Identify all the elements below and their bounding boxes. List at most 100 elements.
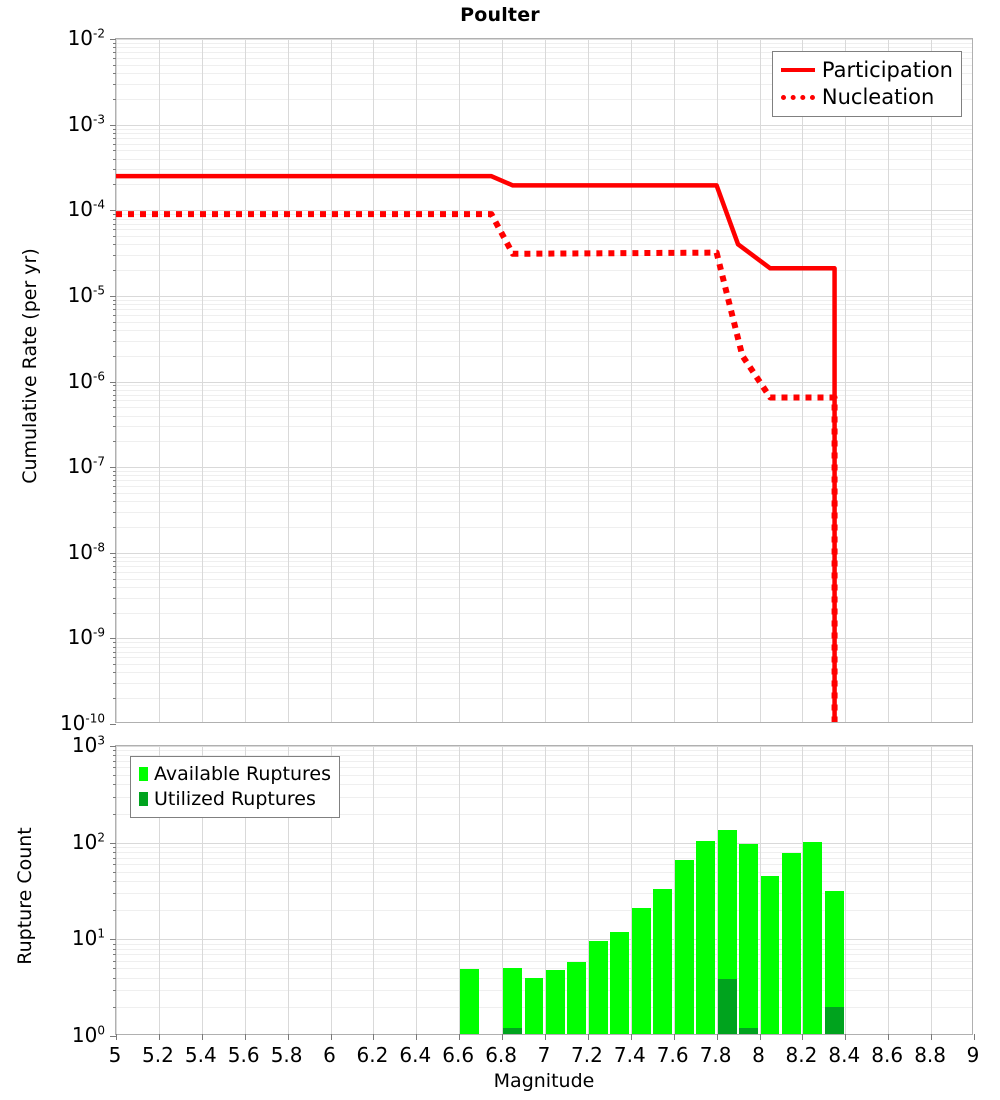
gridline-vertical (545, 39, 546, 722)
y-axis-minor-tick (113, 441, 116, 442)
gridline-minor-horizontal (116, 527, 972, 528)
gridline-minor-horizontal (116, 395, 972, 396)
gridline-minor-horizontal (116, 1007, 972, 1008)
y-axis-minor-tick (113, 613, 116, 614)
x-axis-tick-label: 5 (108, 1043, 122, 1067)
bottom-panel-bars (116, 746, 972, 1034)
gridline-minor-horizontal (116, 572, 972, 573)
y-axis-minor-tick (113, 138, 116, 139)
y-axis-minor-tick (113, 129, 116, 130)
y-axis-tick (110, 210, 116, 211)
legend-item: Participation (780, 57, 953, 83)
gridline-major-horizontal (116, 39, 972, 40)
y-axis-minor-tick (113, 954, 116, 955)
gridline-vertical (631, 39, 632, 722)
x-axis-tick-label: 6.6 (442, 1043, 475, 1067)
gridline-vertical (802, 39, 803, 722)
gridline-minor-horizontal (116, 642, 972, 643)
x-axis-tick (974, 1034, 975, 1040)
gridline-vertical (674, 746, 675, 1034)
gridline-minor-horizontal (116, 315, 972, 316)
gridline-minor-horizontal (116, 138, 972, 139)
y-axis-minor-tick (113, 512, 116, 513)
y-axis-minor-tick (113, 652, 116, 653)
gridline-minor-horizontal (116, 244, 972, 245)
y-axis-minor-tick (113, 47, 116, 48)
y-axis-minor-tick (113, 426, 116, 427)
gridline-minor-horizontal (116, 322, 972, 323)
y-axis-tick-label: 10-9 (67, 625, 105, 650)
gridline-vertical (545, 746, 546, 1034)
gridline-vertical (373, 746, 374, 1034)
y-axis-tick-label: 10-10 (59, 711, 105, 735)
y-axis-minor-tick (113, 229, 116, 230)
y-axis-minor-tick (113, 698, 116, 699)
gridline-minor-horizontal (116, 579, 972, 580)
bar-available-ruptures (610, 932, 630, 1034)
gridline-minor-horizontal (116, 144, 972, 145)
y-axis-tick (110, 553, 116, 554)
y-axis-minor-tick (113, 58, 116, 59)
x-axis-tick (416, 1034, 417, 1040)
gridline-minor-horizontal (116, 784, 972, 785)
gridline-minor-horizontal (116, 847, 972, 848)
gridline-minor-horizontal (116, 73, 972, 74)
y-axis-minor-tick (113, 847, 116, 848)
y-axis-tick-label: 100 (71, 1023, 105, 1047)
bar-utilized-ruptures (739, 1028, 758, 1034)
y-axis-minor-tick (113, 949, 116, 950)
gridline-minor-horizontal (116, 58, 972, 59)
bar-available-ruptures (631, 908, 651, 1034)
y-axis-minor-tick (113, 755, 116, 756)
y-axis-minor-tick (113, 990, 116, 991)
gridline-minor-horizontal (116, 750, 972, 751)
gridline-minor-horizontal (116, 224, 972, 225)
gridline-minor-horizontal (116, 356, 972, 357)
y-axis-minor-tick (113, 244, 116, 245)
gridline-minor-horizontal (116, 65, 972, 66)
y-axis-minor-tick (113, 475, 116, 476)
curve-participation (116, 173, 837, 722)
gridline-minor-horizontal (116, 647, 972, 648)
gridline-minor-horizontal (116, 797, 972, 798)
gridline-minor-horizontal (116, 910, 972, 911)
y-axis-minor-tick (113, 978, 116, 979)
gridline-minor-horizontal (116, 159, 972, 160)
gridline-vertical (845, 39, 846, 722)
bar-available-ruptures (696, 840, 716, 1034)
x-axis-tick-label: 8.8 (914, 1043, 946, 1067)
gridline-vertical (459, 39, 460, 722)
y-axis-minor-tick (113, 73, 116, 74)
gridline-minor-horizontal (116, 300, 972, 301)
gridline-minor-horizontal (116, 486, 972, 487)
y-axis-minor-tick (113, 400, 116, 401)
y-axis-tick (110, 939, 116, 940)
gridline-major-horizontal (116, 939, 972, 940)
gridline-minor-horizontal (116, 893, 972, 894)
x-axis-tick-label: 6 (323, 1043, 336, 1067)
gridline-major-horizontal (116, 296, 972, 297)
gridline-vertical (931, 39, 932, 722)
y-axis-minor-tick (113, 587, 116, 588)
gridline-minor-horizontal (116, 169, 972, 170)
x-axis-tick (288, 1034, 289, 1040)
y-axis-minor-tick (113, 65, 116, 66)
gridline-minor-horizontal (116, 881, 972, 882)
x-axis-tick (545, 1034, 546, 1040)
gridline-major-horizontal (116, 553, 972, 554)
y-axis-minor-tick (113, 572, 116, 573)
y-axis-minor-tick (113, 579, 116, 580)
bar-available-ruptures (524, 977, 544, 1034)
top-panel-y-axis-label: Cumulative Rate (per yr) (19, 248, 41, 484)
gridline-vertical (373, 39, 374, 722)
y-axis-minor-tick (113, 961, 116, 962)
gridline-minor-horizontal (116, 566, 972, 567)
gridline-minor-horizontal (116, 501, 972, 502)
y-axis-minor-tick (113, 144, 116, 145)
x-axis-tick-label: 7 (537, 1043, 551, 1067)
y-axis-tick-label: 103 (71, 733, 105, 757)
y-axis-minor-tick (113, 664, 116, 665)
gridline-minor-horizontal (116, 385, 972, 386)
bar-utilized-ruptures (824, 1007, 844, 1034)
